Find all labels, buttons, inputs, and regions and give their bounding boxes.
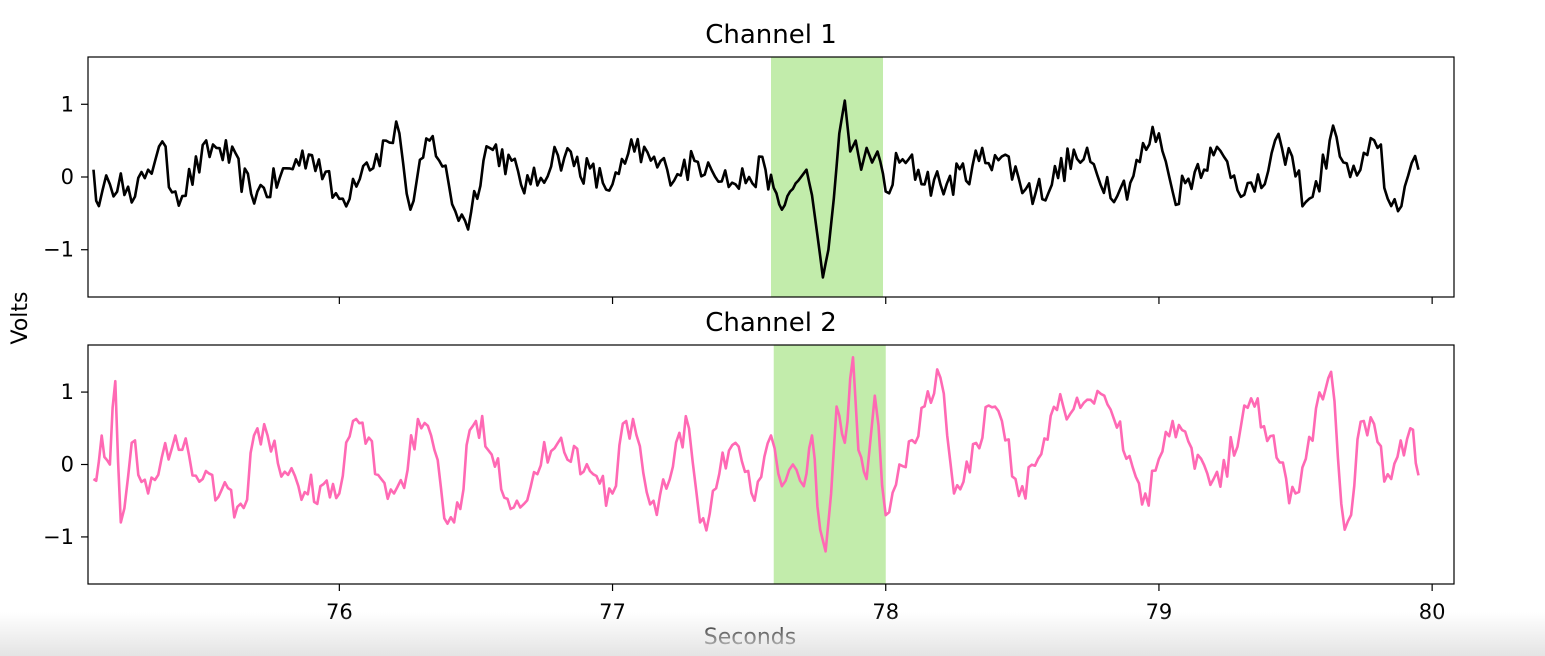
y-tick-label: 0	[61, 165, 74, 189]
y-tick-label: −1	[43, 525, 74, 549]
channel-2-series-line	[92, 355, 1420, 553]
y-tick-label: 1	[61, 92, 74, 116]
x-tick-label: 77	[599, 600, 626, 624]
channel-1-y-ticks: 1 0 −1	[43, 92, 88, 262]
x-tick-label: 79	[1146, 600, 1173, 624]
channel-2-title: Channel 2	[705, 308, 837, 338]
y-axis-label: Volts	[8, 291, 33, 344]
channel-2-y-ticks: 1 0 −1	[43, 380, 88, 549]
x-tick-label: 76	[326, 600, 353, 624]
channel-1-panel: 1 0 −1 Channel 1	[43, 20, 1455, 304]
y-tick-label: −1	[43, 238, 74, 262]
channel-1-x-ticks	[338, 297, 1433, 304]
x-tick-label: 80	[1419, 600, 1446, 624]
x-axis-label: Seconds	[704, 625, 796, 650]
channel-1-title: Channel 1	[705, 20, 837, 50]
y-tick-label: 1	[61, 380, 74, 404]
channel-2-axes-frame	[87, 344, 1455, 585]
channel-2-panel: 1 0 −1 76 77 78 79 80 Channel 2	[43, 308, 1455, 624]
y-tick-label: 0	[61, 453, 74, 477]
channel-1-series-line	[92, 99, 1420, 279]
channel-2-x-ticks: 76 77 78 79 80	[326, 584, 1446, 624]
x-tick-label: 78	[872, 600, 899, 624]
